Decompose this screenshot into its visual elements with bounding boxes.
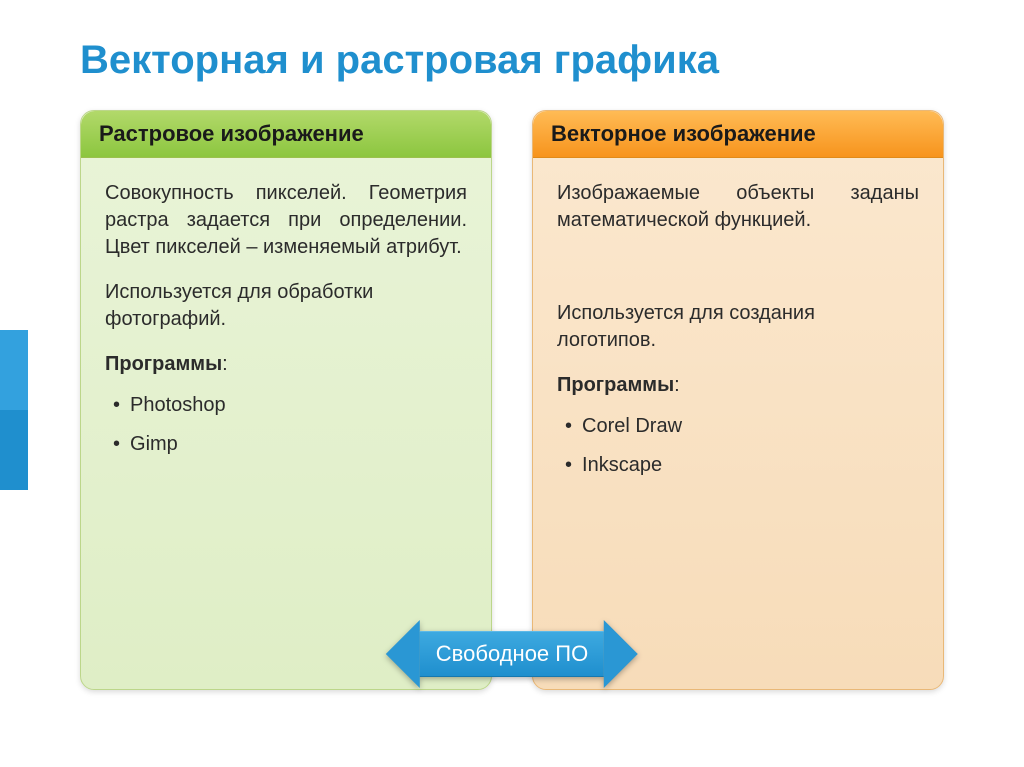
colon: : <box>674 374 680 396</box>
slide: Векторная и растровая графика Растровое … <box>0 0 1024 767</box>
raster-programs-list: Photoshop Gimp <box>105 392 467 458</box>
raster-programs-label: Программы <box>105 353 222 375</box>
vector-para-2: Используется для создания логотипов. <box>557 300 919 354</box>
vector-programs-label: Программы <box>557 374 674 396</box>
raster-para-1: Совокупность пикселей. Геометрия растра … <box>105 180 467 261</box>
arrow-head-left-icon <box>386 620 420 688</box>
list-item: Inkscape <box>565 452 919 479</box>
slide-title: Векторная и растровая графика <box>80 38 719 83</box>
list-item: Photoshop <box>113 392 467 419</box>
arrow-label: Свободное ПО <box>420 631 604 677</box>
cards-row: Растровое изображение Совокупность пиксе… <box>80 110 944 690</box>
vector-spacer <box>557 252 919 300</box>
raster-programs-line: Программы: <box>105 351 467 378</box>
card-raster-header: Растровое изображение <box>81 111 491 158</box>
list-item: Corel Draw <box>565 413 919 440</box>
free-software-arrow: Свободное ПО <box>386 620 638 688</box>
card-vector-body: Изображаемые объекты заданы математическ… <box>533 158 943 689</box>
card-vector-header: Векторное изображение <box>533 111 943 158</box>
list-item: Gimp <box>113 431 467 458</box>
vector-programs-line: Программы: <box>557 372 919 399</box>
vector-para-1: Изображаемые объекты заданы математическ… <box>557 180 919 234</box>
card-raster-body: Совокупность пикселей. Геометрия растра … <box>81 158 491 689</box>
raster-para-2: Используется для обработки фотографий. <box>105 279 467 333</box>
arrow-head-right-icon <box>604 620 638 688</box>
accent-block-bottom <box>0 410 28 490</box>
card-vector: Векторное изображение Изображаемые объек… <box>532 110 944 690</box>
colon: : <box>222 353 228 375</box>
accent-block-top <box>0 330 28 410</box>
card-raster: Растровое изображение Совокупность пиксе… <box>80 110 492 690</box>
vector-programs-list: Corel Draw Inkscape <box>557 413 919 479</box>
side-accent <box>0 330 28 490</box>
